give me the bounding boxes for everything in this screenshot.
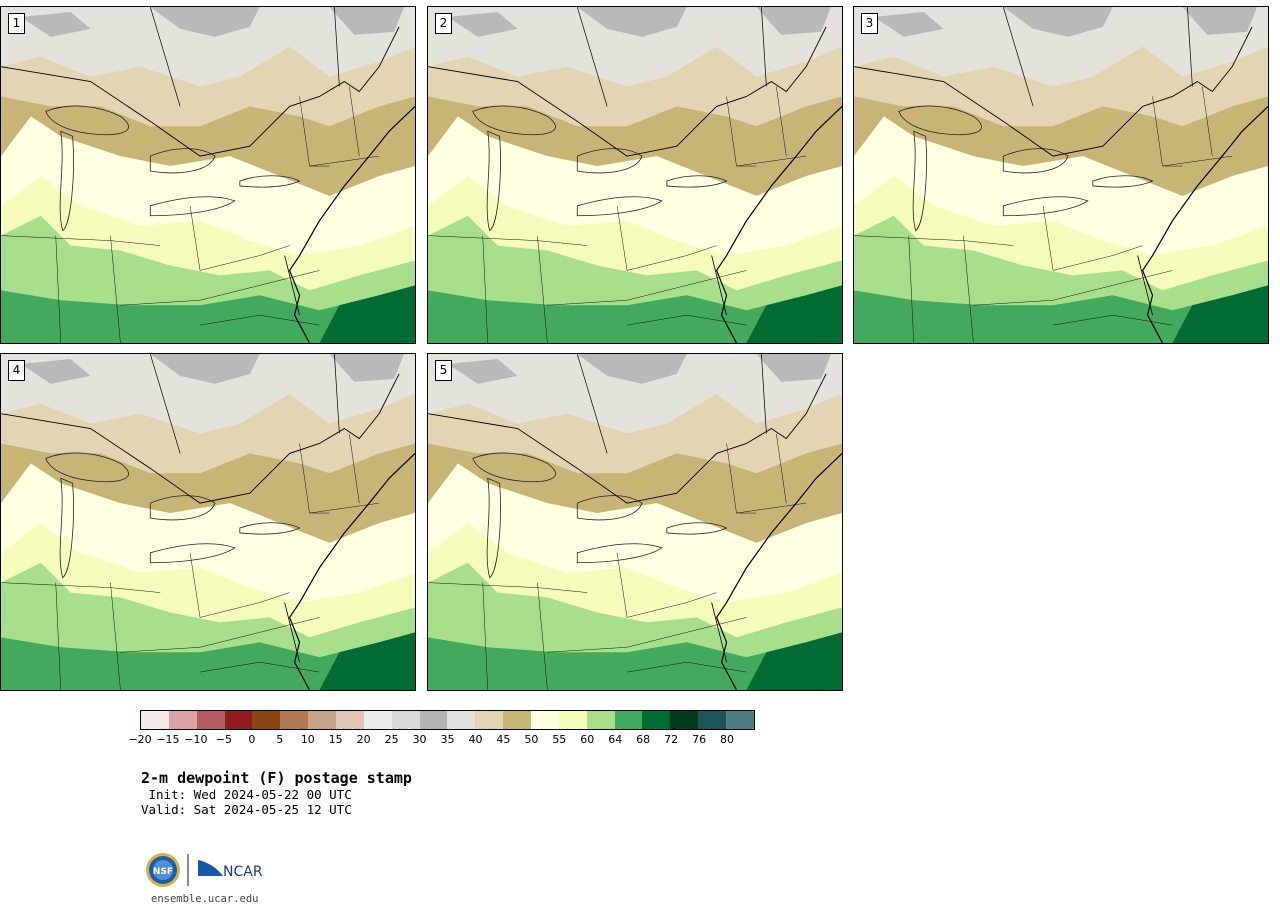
colorbar-tick-label: −15 (156, 733, 180, 746)
colorbar-tick-label: 64 (608, 733, 623, 746)
colorbar-ticks: −20 −15 −10 −5 0 5 10 15 20 25 30 35 40 45 50 55 60 64 68 7… (0, 733, 1280, 749)
colorbar-swatch (670, 711, 699, 729)
colorbar-swatch (558, 711, 587, 729)
panel-number-label: 3 (861, 13, 878, 34)
colorbar-swatch (531, 711, 559, 729)
colorbar-tick-label: 55 (552, 733, 567, 746)
panel-number-label: 4 (8, 360, 25, 381)
colorbar-tick-label: 10 (300, 733, 315, 746)
colorbar-swatch (586, 711, 615, 729)
colorbar-tick-label: 72 (664, 733, 679, 746)
nsf-ncar-logo: NSF NCAR (145, 850, 275, 890)
svg-text:NSF: NSF (153, 867, 173, 877)
colorbar-swatch (698, 711, 727, 729)
colorbar-tick-label: 20 (356, 733, 371, 746)
source-url: ensemble.ucar.edu (151, 893, 259, 905)
colorbar-tick-label: 35 (440, 733, 455, 746)
dewpoint-map (428, 7, 842, 343)
valid-time: Valid: Sat 2024-05-25 12 UTC (141, 802, 352, 817)
colorbar-swatch (475, 711, 504, 729)
colorbar-tick-label: 40 (468, 733, 483, 746)
dewpoint-map (854, 7, 1268, 343)
colorbar-swatch (642, 711, 671, 729)
ensemble-member-panel-5: 5 (427, 353, 843, 691)
colorbar-tick-label: 50 (524, 733, 539, 746)
ensemble-member-panel-1: 1 (0, 6, 416, 344)
colorbar-swatch (614, 711, 643, 729)
colorbar-tick-label: 76 (692, 733, 707, 746)
colorbar-tick-label: 5 (276, 733, 284, 746)
plot-title: 2-m dewpoint (F) postage stamp (141, 769, 412, 787)
colorbar-swatch (252, 711, 281, 729)
svg-text:NCAR: NCAR (223, 864, 263, 880)
colorbar-swatch (391, 711, 420, 729)
colorbar-swatch (726, 711, 754, 729)
colorbar-swatch (308, 711, 337, 729)
colorbar-swatch (419, 711, 448, 729)
colorbar-swatch (336, 711, 364, 729)
colorbar-swatch (447, 711, 476, 729)
panel-number-label: 1 (8, 13, 25, 34)
init-time: Init: Wed 2024-05-22 00 UTC (141, 787, 352, 802)
colorbar-swatch (141, 711, 169, 729)
colorbar-tick-label: −5 (215, 733, 232, 746)
dewpoint-map (1, 7, 415, 343)
colorbar-tick-label: 25 (384, 733, 399, 746)
colorbar-tick-label: 68 (636, 733, 651, 746)
colorbar-swatch (280, 711, 309, 729)
ensemble-member-panel-2: 2 (427, 6, 843, 344)
colorbar-swatch (196, 711, 225, 729)
panel-number-label: 2 (435, 13, 452, 34)
dewpoint-map (428, 354, 842, 690)
colorbar-swatch (224, 711, 253, 729)
colorbar-tick-label: 60 (580, 733, 595, 746)
colorbar-tick-label: 80 (720, 733, 735, 746)
colorbar-swatch (503, 711, 532, 729)
colorbar-tick-label: 15 (328, 733, 343, 746)
dewpoint-map (1, 354, 415, 690)
colorbar-tick-label: 30 (412, 733, 427, 746)
colorbar-tick-label: 45 (496, 733, 511, 746)
ensemble-member-panel-4: 4 (0, 353, 416, 691)
ensemble-member-panel-3: 3 (853, 6, 1269, 344)
colorbar-tick-label: 0 (248, 733, 256, 746)
colorbar-swatch (168, 711, 197, 729)
colorbar-swatch (363, 711, 392, 729)
colorbar (140, 710, 755, 730)
colorbar-tick-label: −10 (184, 733, 208, 746)
colorbar-tick-label: −20 (128, 733, 152, 746)
panel-number-label: 5 (435, 360, 452, 381)
